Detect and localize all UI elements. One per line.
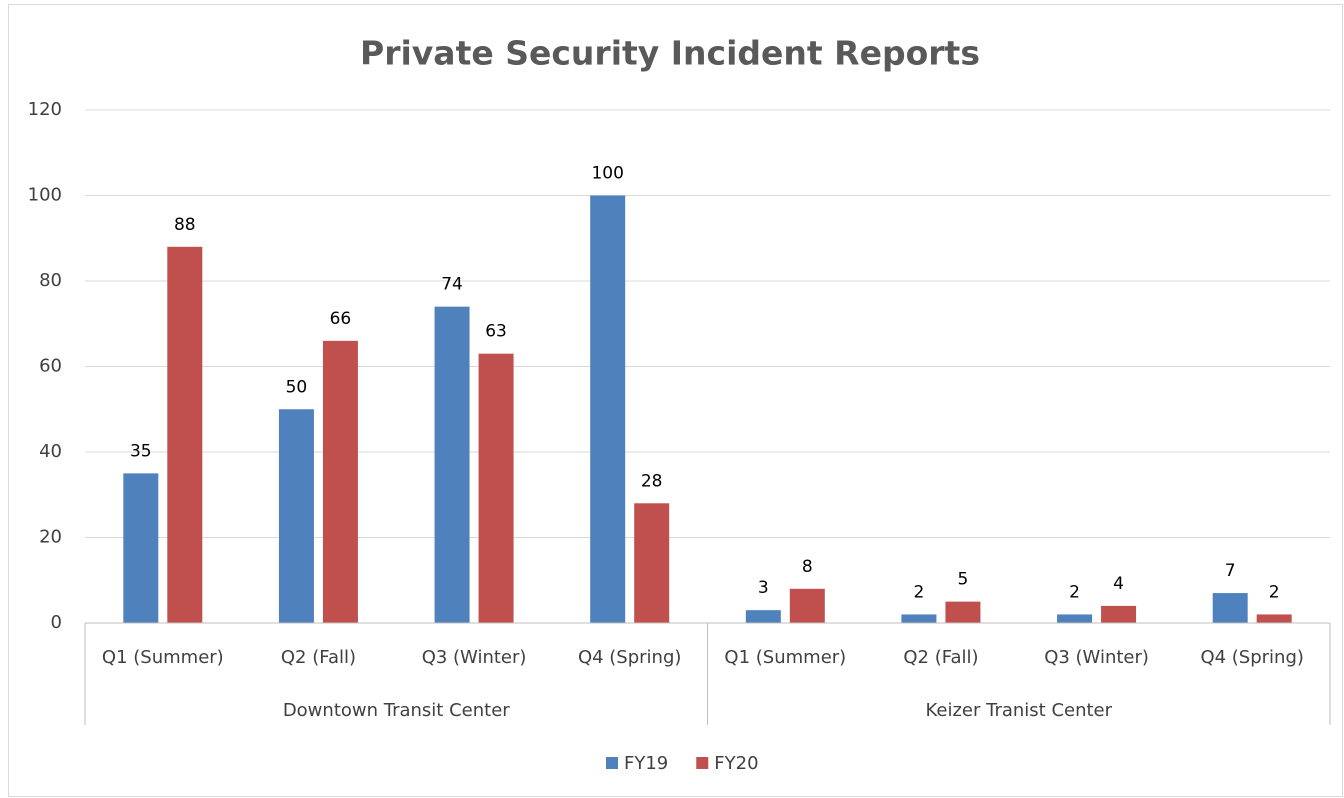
legend-label: FY20	[714, 753, 758, 774]
bar	[745, 610, 781, 623]
x-tick-label: Q1 (Summer)	[724, 647, 846, 668]
data-label: 66	[330, 309, 352, 329]
data-label: 5	[958, 570, 969, 590]
legend-swatch	[696, 757, 709, 769]
x-tick-label: Q3 (Winter)	[1044, 647, 1149, 668]
bar	[123, 473, 159, 623]
x-tick-label: Q2 (Fall)	[903, 647, 978, 668]
bar	[167, 246, 203, 624]
x-tick-label: Q4 (Spring)	[1200, 647, 1303, 668]
bar	[1256, 614, 1292, 623]
chart-border	[8, 4, 1343, 797]
data-label: 63	[485, 322, 507, 342]
bar	[434, 306, 470, 623]
bar	[1101, 605, 1137, 623]
data-label: 3	[758, 578, 769, 598]
data-label: 8	[802, 557, 813, 577]
y-tick-label: 100	[28, 185, 62, 206]
bar	[634, 503, 670, 623]
data-label: 2	[1069, 582, 1080, 602]
bar	[590, 195, 626, 623]
data-label: 2	[1269, 582, 1280, 602]
chart-title: Private Security Incident Reports	[360, 34, 980, 73]
group-label: Downtown Transit Center	[283, 700, 510, 721]
bar	[1212, 593, 1248, 623]
group-label: Keizer Tranist Center	[925, 700, 1112, 721]
bar	[278, 409, 314, 623]
bar	[1057, 614, 1093, 623]
y-tick-label: 80	[39, 270, 62, 291]
bar	[478, 353, 514, 623]
y-tick-label: 60	[39, 356, 62, 377]
data-label: 4	[1113, 574, 1124, 594]
bar	[901, 614, 937, 623]
y-tick-label: 0	[51, 612, 62, 633]
legend-label: FY19	[624, 753, 668, 774]
bar	[789, 588, 825, 623]
x-tick-label: Q3 (Winter)	[422, 647, 527, 668]
y-tick-label: 20	[39, 527, 62, 548]
x-tick-label: Q2 (Fall)	[281, 647, 356, 668]
x-tick-label: Q4 (Spring)	[578, 647, 681, 668]
legend-swatch	[606, 757, 618, 769]
bar	[945, 601, 981, 623]
x-tick-label: Q1 (Summer)	[102, 647, 224, 668]
data-label: 28	[641, 471, 663, 491]
data-label: 35	[130, 441, 152, 461]
y-tick-label: 120	[28, 99, 62, 120]
data-label: 7	[1225, 561, 1236, 581]
data-label: 50	[286, 377, 308, 397]
bar	[322, 340, 358, 623]
data-label: 74	[441, 275, 463, 295]
data-label: 2	[914, 582, 925, 602]
data-label: 88	[174, 215, 196, 235]
data-label: 100	[591, 164, 623, 184]
y-tick-label: 40	[39, 441, 62, 462]
